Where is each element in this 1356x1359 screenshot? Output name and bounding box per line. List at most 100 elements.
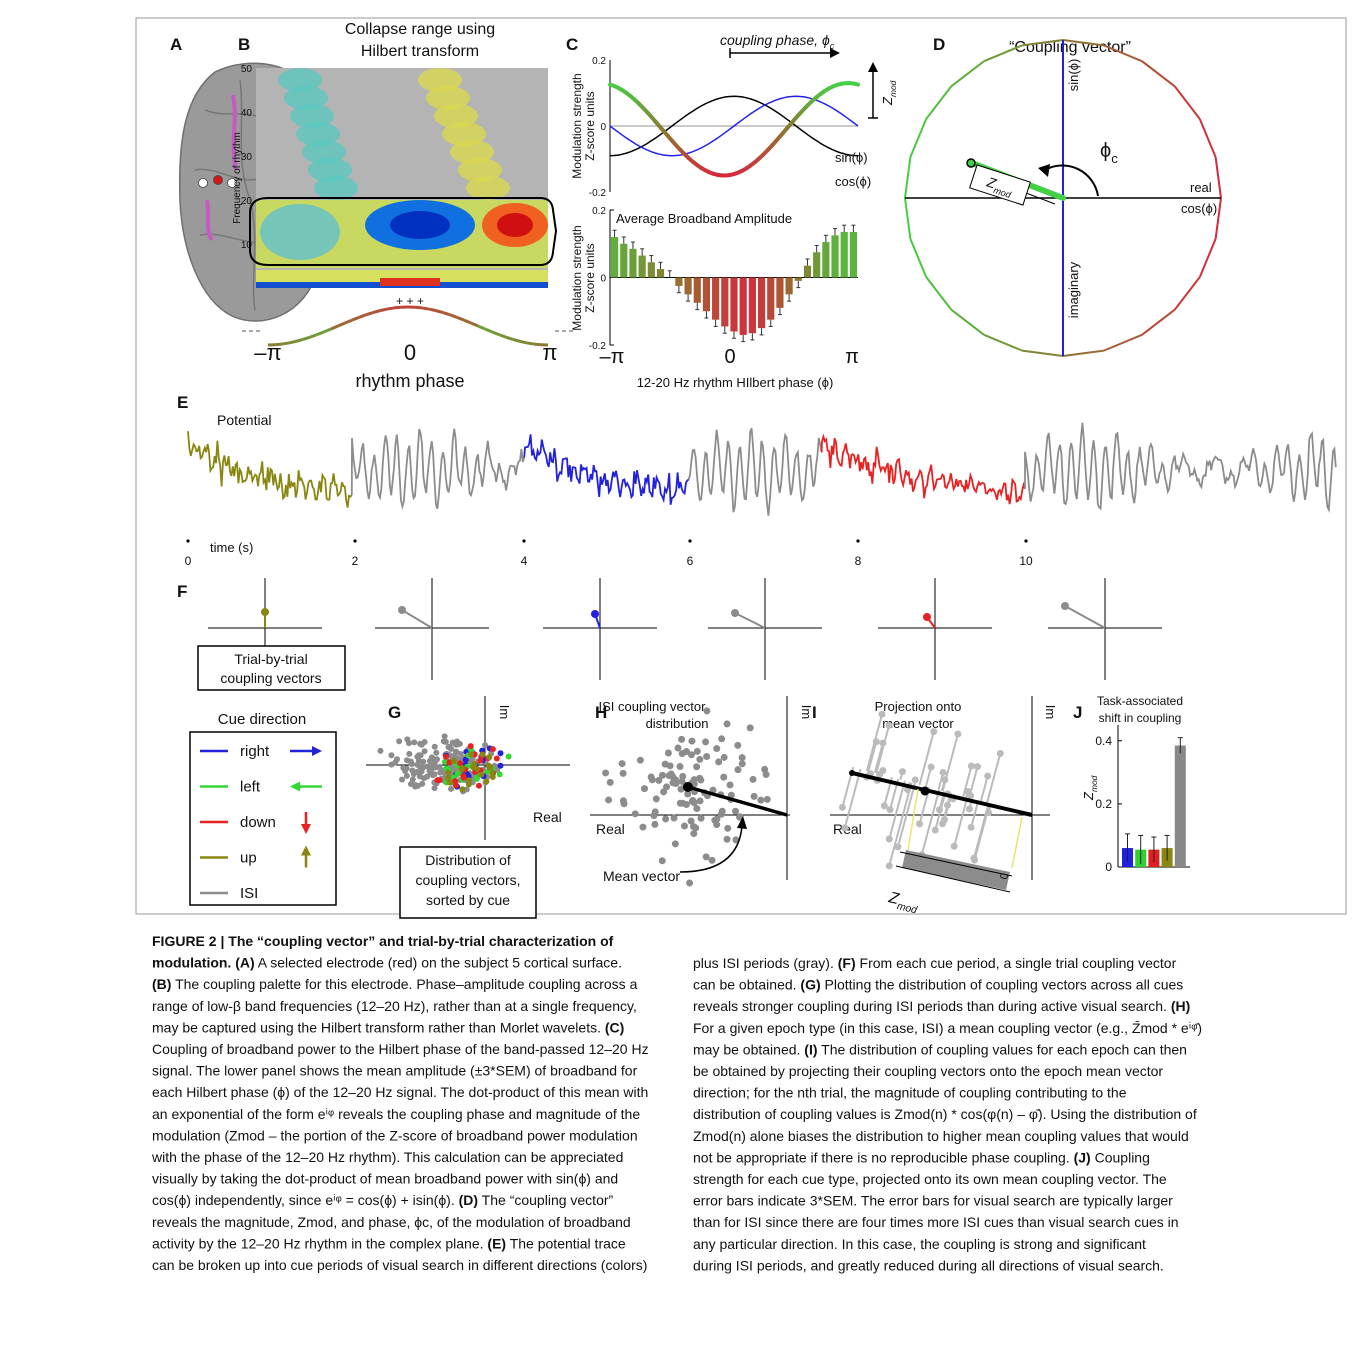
scatter-point xyxy=(672,776,680,784)
box-text: Distribution of xyxy=(425,852,511,868)
zmod-label-sub: mod xyxy=(888,80,898,97)
x-tick-label: 2 xyxy=(352,554,359,568)
caption-bold: (B) xyxy=(152,976,171,992)
heatmap-blob xyxy=(308,158,352,182)
scatter-point xyxy=(436,777,443,784)
brain-fissure xyxy=(205,199,214,242)
panel-label: B xyxy=(238,35,250,54)
caption-line: be obtained by projecting their coupling… xyxy=(693,1063,1163,1079)
circle-edge xyxy=(1062,39,1105,47)
coupling-phase-sub: c xyxy=(830,41,835,51)
scatter-point xyxy=(720,773,728,781)
y-tick-label: 0.2 xyxy=(592,56,606,67)
scatter-point xyxy=(713,745,721,753)
scatter-point xyxy=(477,757,484,764)
panel-label: C xyxy=(566,35,578,54)
caption-line: reveals the magnitude, Zmod, and phase, … xyxy=(152,1214,631,1230)
phase-curve xyxy=(491,330,500,337)
caption-line: range of low-β band frequencies (12–20 H… xyxy=(152,998,637,1014)
scatter-point xyxy=(443,753,450,760)
mean-arrow xyxy=(679,825,743,873)
scatter-point xyxy=(399,776,406,783)
axis-label-main: Z xyxy=(1081,791,1096,801)
phase-curve xyxy=(386,306,395,311)
y-tick-label: 20 xyxy=(241,196,253,207)
caption-line: modulation (Zmod – the portion of the Z-… xyxy=(152,1127,638,1143)
phase-curve xyxy=(316,330,325,337)
scatter-point xyxy=(880,802,888,810)
bar xyxy=(629,248,637,278)
phase-curve xyxy=(330,324,339,331)
vector-tip xyxy=(261,608,269,616)
caption-line: Coupling of broadband power to the Hilbe… xyxy=(152,1041,649,1057)
projection-line xyxy=(986,753,1002,804)
caption-text: Coupling of broadband power to the Hilbe… xyxy=(152,1041,649,1057)
scatter-point xyxy=(433,764,440,771)
caption-text: may be captured using the Hilbert transf… xyxy=(152,1019,605,1035)
legend-title: Cue direction xyxy=(218,711,306,728)
scatter-point xyxy=(693,747,701,755)
axis-label: rhythm phase xyxy=(355,371,464,391)
caption-line: may be captured using the Hilbert transf… xyxy=(152,1019,624,1035)
caption-text: can be broken up into cue periods of vis… xyxy=(152,1257,647,1273)
y-tick-label: 30 xyxy=(241,152,253,163)
scatter-point xyxy=(749,775,757,783)
scatter-point xyxy=(715,758,723,766)
coupling-vector xyxy=(1064,605,1106,629)
scatter-point xyxy=(475,782,482,789)
scatter-point xyxy=(688,737,696,745)
caption-bold: (G) xyxy=(800,977,820,993)
scatter-point xyxy=(465,781,472,788)
phase-curve xyxy=(463,318,472,325)
heatmap-blob xyxy=(418,68,462,92)
scatter-point xyxy=(620,800,628,808)
scatter-point xyxy=(680,822,688,830)
caption-text: The coupling palette for this electrode.… xyxy=(171,976,637,992)
panel-label: J xyxy=(1073,703,1082,722)
panel-label: I xyxy=(812,703,817,722)
caption-line: direction; for the nth trial, the magnit… xyxy=(693,1085,1127,1101)
heatmap-blob xyxy=(314,176,358,200)
caption-line: strength for each cue type, projected on… xyxy=(693,1171,1167,1187)
scatter-point xyxy=(885,862,893,870)
circle-edge xyxy=(904,197,912,240)
scatter-point xyxy=(388,752,395,759)
trace-label: Potential xyxy=(217,412,271,428)
projection-line xyxy=(888,780,906,840)
scatter-point xyxy=(431,785,438,792)
phase-curve xyxy=(274,342,283,347)
heatmap-blob xyxy=(284,86,328,110)
caption-line: FIGURE 2 | The “coupling vector” and tri… xyxy=(152,933,614,949)
projection-line xyxy=(979,775,989,802)
potential-trace xyxy=(1024,422,1337,514)
scatter-point xyxy=(757,796,765,804)
x-tick-label: 10 xyxy=(1019,554,1033,568)
panel-label: E xyxy=(177,393,188,412)
curve-label: sin(ϕ) xyxy=(835,150,868,165)
scatter-point xyxy=(732,836,740,844)
scatter-point xyxy=(445,769,452,776)
caption-bold: (D) xyxy=(459,1192,478,1208)
phase-curve xyxy=(372,309,381,315)
zmod-label-main: Z xyxy=(880,96,895,106)
projection-line xyxy=(867,741,878,772)
phase-curve xyxy=(414,305,423,310)
projection-axis xyxy=(895,865,1011,893)
scatter-point xyxy=(718,735,726,743)
scatter-point xyxy=(618,760,626,768)
caption-line: each Hilbert phase (ϕ) of the 12–20 Hz s… xyxy=(152,1084,648,1100)
mean-arrowhead xyxy=(737,816,747,829)
caption-text: be obtained by projecting their coupling… xyxy=(693,1063,1163,1079)
mean-vector xyxy=(851,771,1033,817)
scatter-point xyxy=(468,751,475,758)
projection-line xyxy=(953,797,969,847)
phase-curve xyxy=(470,321,479,328)
projection-line xyxy=(918,731,935,786)
scatter-point xyxy=(445,744,452,751)
caption-line: can be obtained. (G) Plotting the distri… xyxy=(693,977,1183,993)
axis-label: Im xyxy=(799,705,814,719)
scatter-point xyxy=(967,792,975,800)
x-tick-label: 0 xyxy=(724,346,735,368)
panel-subtitle: Average Broadband Amplitude xyxy=(616,211,792,226)
caption-text: For a given epoch type (in this case, IS… xyxy=(693,1020,1202,1036)
